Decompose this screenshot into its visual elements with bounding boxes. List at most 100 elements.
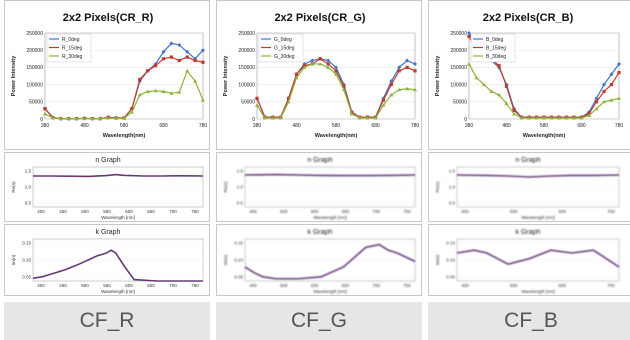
x-tick-label: 780 [199, 123, 208, 129]
data-point [365, 115, 370, 120]
column-cf-b: 2x2 Pixels(CR_B) 0 50000 100000 150000 200000… [428, 0, 630, 340]
data-point [193, 79, 198, 83]
x-tick-label: 400 [461, 209, 469, 214]
k-graph-box: k Graph 0.15 0.10 0.05 400 500 600 700 Wavelengt… [428, 224, 630, 296]
y-axis-label: Im(n) [11, 254, 16, 265]
n-graph: n Graph 1.5 1.0 0.5 400 500 600 650 700 750 Wavele… [223, 157, 416, 220]
y-axis-label: Power Intensity [223, 55, 229, 97]
data-point [594, 100, 599, 104]
chart-title: 2x2 Pixels(CR_G) [274, 12, 365, 24]
data-point [564, 115, 569, 120]
k-graph-box: k Graph 0.15 0.10 0.05 400 450 500 550 600 650 700… [4, 224, 210, 296]
data-point [474, 75, 479, 80]
x-axis-label: Wavelength [nm] [521, 215, 555, 220]
data-point [381, 98, 385, 102]
x-tick-label: 480 [502, 123, 511, 129]
data-point [177, 58, 181, 63]
y-axis-label: Power Intensity [435, 55, 441, 97]
x-tick-label: 500 [81, 283, 89, 288]
k-graph: k Graph 0.15 0.10 0.05 400 500 600 650 700 750 Wav… [223, 229, 416, 294]
subplot-title: k Graph [96, 229, 121, 236]
x-tick-label: 400 [37, 209, 45, 214]
x-tick-label: 450 [59, 209, 67, 214]
x-axis-label: Wavelength(nm) [315, 133, 358, 139]
data-point [310, 61, 315, 66]
y-tick-label: 250000 [238, 31, 255, 37]
series-line [244, 244, 416, 280]
series-line [32, 249, 203, 282]
x-tick-label: 500 [280, 283, 288, 288]
data-point [153, 88, 158, 93]
y-tick-label: 150000 [450, 65, 467, 71]
x-tick-label: 500 [510, 283, 518, 288]
main-chart-box: 2x2 Pixels(CR_G) 0 50000 100000 150000 200000… [216, 0, 422, 150]
x-tick-label: 650 [342, 209, 350, 214]
y-tick-label: 100000 [450, 82, 467, 88]
y-tick-label: 50000 [453, 100, 467, 106]
data-point [609, 98, 614, 102]
data-point [413, 61, 417, 66]
data-point [154, 64, 158, 68]
data-point [609, 72, 614, 77]
column-cf-r: 2x2 Pixels(CR_R) 0 50000 100000 150000 200000… [4, 0, 210, 340]
x-tick-label: 600 [559, 209, 567, 214]
data-point [161, 89, 166, 93]
x-tick-label: 400 [37, 283, 45, 288]
data-point [373, 115, 378, 120]
y-tick-label: 100000 [26, 82, 43, 88]
data-point [50, 115, 55, 120]
data-point [527, 115, 531, 120]
x-tick-label: 750 [191, 209, 199, 214]
data-point [145, 89, 150, 93]
data-point [169, 91, 174, 95]
data-point [287, 96, 291, 100]
main-chart-box: 2x2 Pixels(CR_R) 0 50000 100000 150000 200000… [4, 0, 210, 150]
y-tick-label: 250000 [450, 31, 467, 37]
data-point [602, 82, 606, 87]
data-point [542, 115, 546, 120]
data-point [342, 84, 346, 88]
y-tick-label: 1.5 [449, 169, 456, 174]
data-point [138, 77, 142, 82]
k-graph: k Graph 0.15 0.10 0.05 400 500 600 700 Wavelengt… [435, 229, 620, 294]
y-tick-label: 50000 [241, 100, 255, 106]
x-tick-label: 700 [169, 283, 177, 288]
y-axis-label: Power Intensity [11, 55, 17, 97]
y-tick-label: 150000 [238, 65, 255, 71]
data-point [397, 87, 402, 92]
x-tick-label: 380 [465, 123, 474, 129]
y-tick-label: 0.05 [446, 275, 455, 280]
y-tick-label: 0.10 [22, 258, 31, 263]
main-chart: 2x2 Pixels(CR_G) 0 50000 100000 150000 200000… [223, 12, 419, 139]
y-tick-label: 0.15 [22, 241, 31, 246]
n-graph: n Graph 1.5 1.0 0.5 400 450 500 550 600 650 700 750… [11, 157, 204, 220]
data-point [594, 96, 599, 101]
x-tick-label: 400 [249, 283, 257, 288]
x-tick-label: 480 [292, 123, 301, 129]
x-tick-label: 450 [59, 283, 67, 288]
data-point [270, 115, 275, 120]
data-point [310, 58, 315, 63]
y-tick-label: 150000 [26, 65, 43, 71]
data-point [201, 48, 205, 53]
data-point [405, 58, 410, 63]
data-point [318, 61, 323, 66]
x-tick-label: 700 [372, 209, 380, 214]
series-line [456, 249, 620, 268]
y-axis-label: Re(n) [11, 181, 16, 193]
data-point [122, 116, 126, 120]
x-tick-label: 650 [342, 283, 350, 288]
y-tick-label: 0.05 [234, 275, 243, 280]
data-point [519, 115, 524, 120]
data-point [66, 116, 71, 121]
y-tick-label: 0.05 [22, 275, 31, 280]
data-point [302, 65, 307, 69]
series-line [244, 174, 416, 177]
x-tick-label: 750 [403, 209, 411, 214]
x-axis-label: Wavelength(nm) [523, 133, 566, 139]
data-point [357, 115, 362, 120]
data-point [341, 87, 346, 92]
x-tick-label: 700 [169, 209, 177, 214]
x-axis-label: Wavelength [nm] [313, 215, 347, 220]
data-point [467, 34, 471, 39]
